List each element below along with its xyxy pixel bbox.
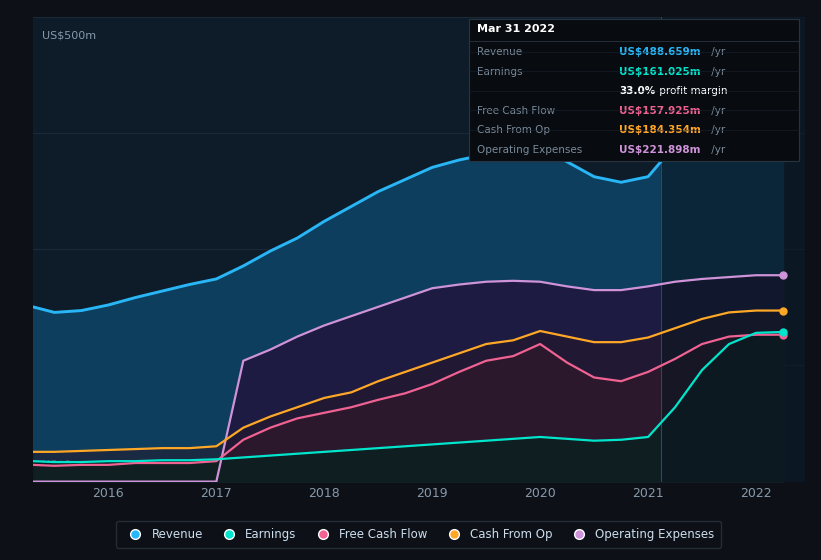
- Text: 33.0%: 33.0%: [619, 86, 656, 96]
- Bar: [661, 17, 805, 482]
- Text: /yr: /yr: [708, 67, 726, 77]
- Text: /yr: /yr: [708, 106, 726, 115]
- Text: profit margin: profit margin: [657, 86, 728, 96]
- Text: US$184.354m: US$184.354m: [619, 125, 701, 135]
- Text: /yr: /yr: [708, 125, 726, 135]
- Text: Mar 31 2022: Mar 31 2022: [476, 24, 555, 34]
- Text: /yr: /yr: [708, 47, 726, 57]
- Text: US$161.025m: US$161.025m: [619, 67, 701, 77]
- Text: Free Cash Flow: Free Cash Flow: [476, 106, 555, 115]
- Text: US$500m: US$500m: [42, 31, 96, 41]
- Legend: Revenue, Earnings, Free Cash Flow, Cash From Op, Operating Expenses: Revenue, Earnings, Free Cash Flow, Cash …: [116, 521, 722, 548]
- Text: Cash From Op: Cash From Op: [476, 125, 549, 135]
- Text: US$157.925m: US$157.925m: [619, 106, 701, 115]
- Text: Operating Expenses: Operating Expenses: [476, 144, 582, 155]
- Bar: [469, 19, 799, 161]
- Text: US$0: US$0: [42, 460, 71, 470]
- Text: Revenue: Revenue: [476, 47, 521, 57]
- Text: /yr: /yr: [708, 144, 726, 155]
- Text: US$488.659m: US$488.659m: [619, 47, 701, 57]
- Text: Earnings: Earnings: [476, 67, 522, 77]
- Text: US$221.898m: US$221.898m: [619, 144, 701, 155]
